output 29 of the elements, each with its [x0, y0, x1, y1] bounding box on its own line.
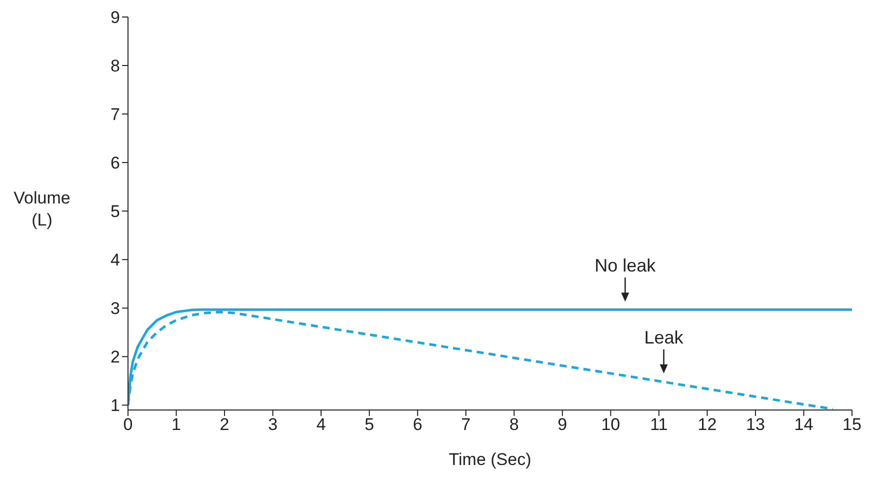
x-tick-label: 14 — [794, 415, 814, 434]
x-tick-label: 15 — [842, 415, 862, 434]
annotation: Leak — [644, 327, 684, 348]
x-tick-label: 5 — [364, 415, 374, 434]
x-tick-label: 7 — [461, 415, 471, 434]
y-tick-label: 8 — [110, 56, 120, 76]
y-tick-label: 5 — [110, 202, 120, 222]
x-tick-label: 12 — [698, 415, 717, 434]
x-tick-label: 0 — [123, 415, 133, 434]
x-tick-label: 6 — [412, 415, 422, 434]
x-tick-label: 10 — [601, 415, 620, 434]
x-tick-label: 11 — [650, 415, 668, 434]
y-tick-label: 1 — [110, 396, 120, 416]
y-tick-label: 9 — [110, 8, 120, 28]
x-tick-label: 3 — [268, 415, 278, 434]
x-tick-label: 8 — [509, 415, 519, 434]
y-tick-label: 2 — [110, 348, 120, 367]
y-tick-label: 7 — [110, 105, 120, 124]
x-tick-label: 9 — [558, 415, 568, 434]
x-tick-label: 13 — [746, 415, 765, 434]
x-tick-label: 2 — [220, 415, 230, 434]
y-tick-label: 6 — [110, 154, 120, 173]
y-tick-label: 4 — [110, 250, 120, 270]
y-tick-label: 3 — [110, 299, 120, 318]
x-axis-title: Time (Sec) — [448, 450, 532, 469]
x-tick-label: 1 — [172, 415, 181, 434]
annotation: No leak — [594, 256, 657, 276]
y-axis-title: Volume (L) — [14, 188, 70, 230]
x-tick-label: 4 — [316, 415, 326, 434]
